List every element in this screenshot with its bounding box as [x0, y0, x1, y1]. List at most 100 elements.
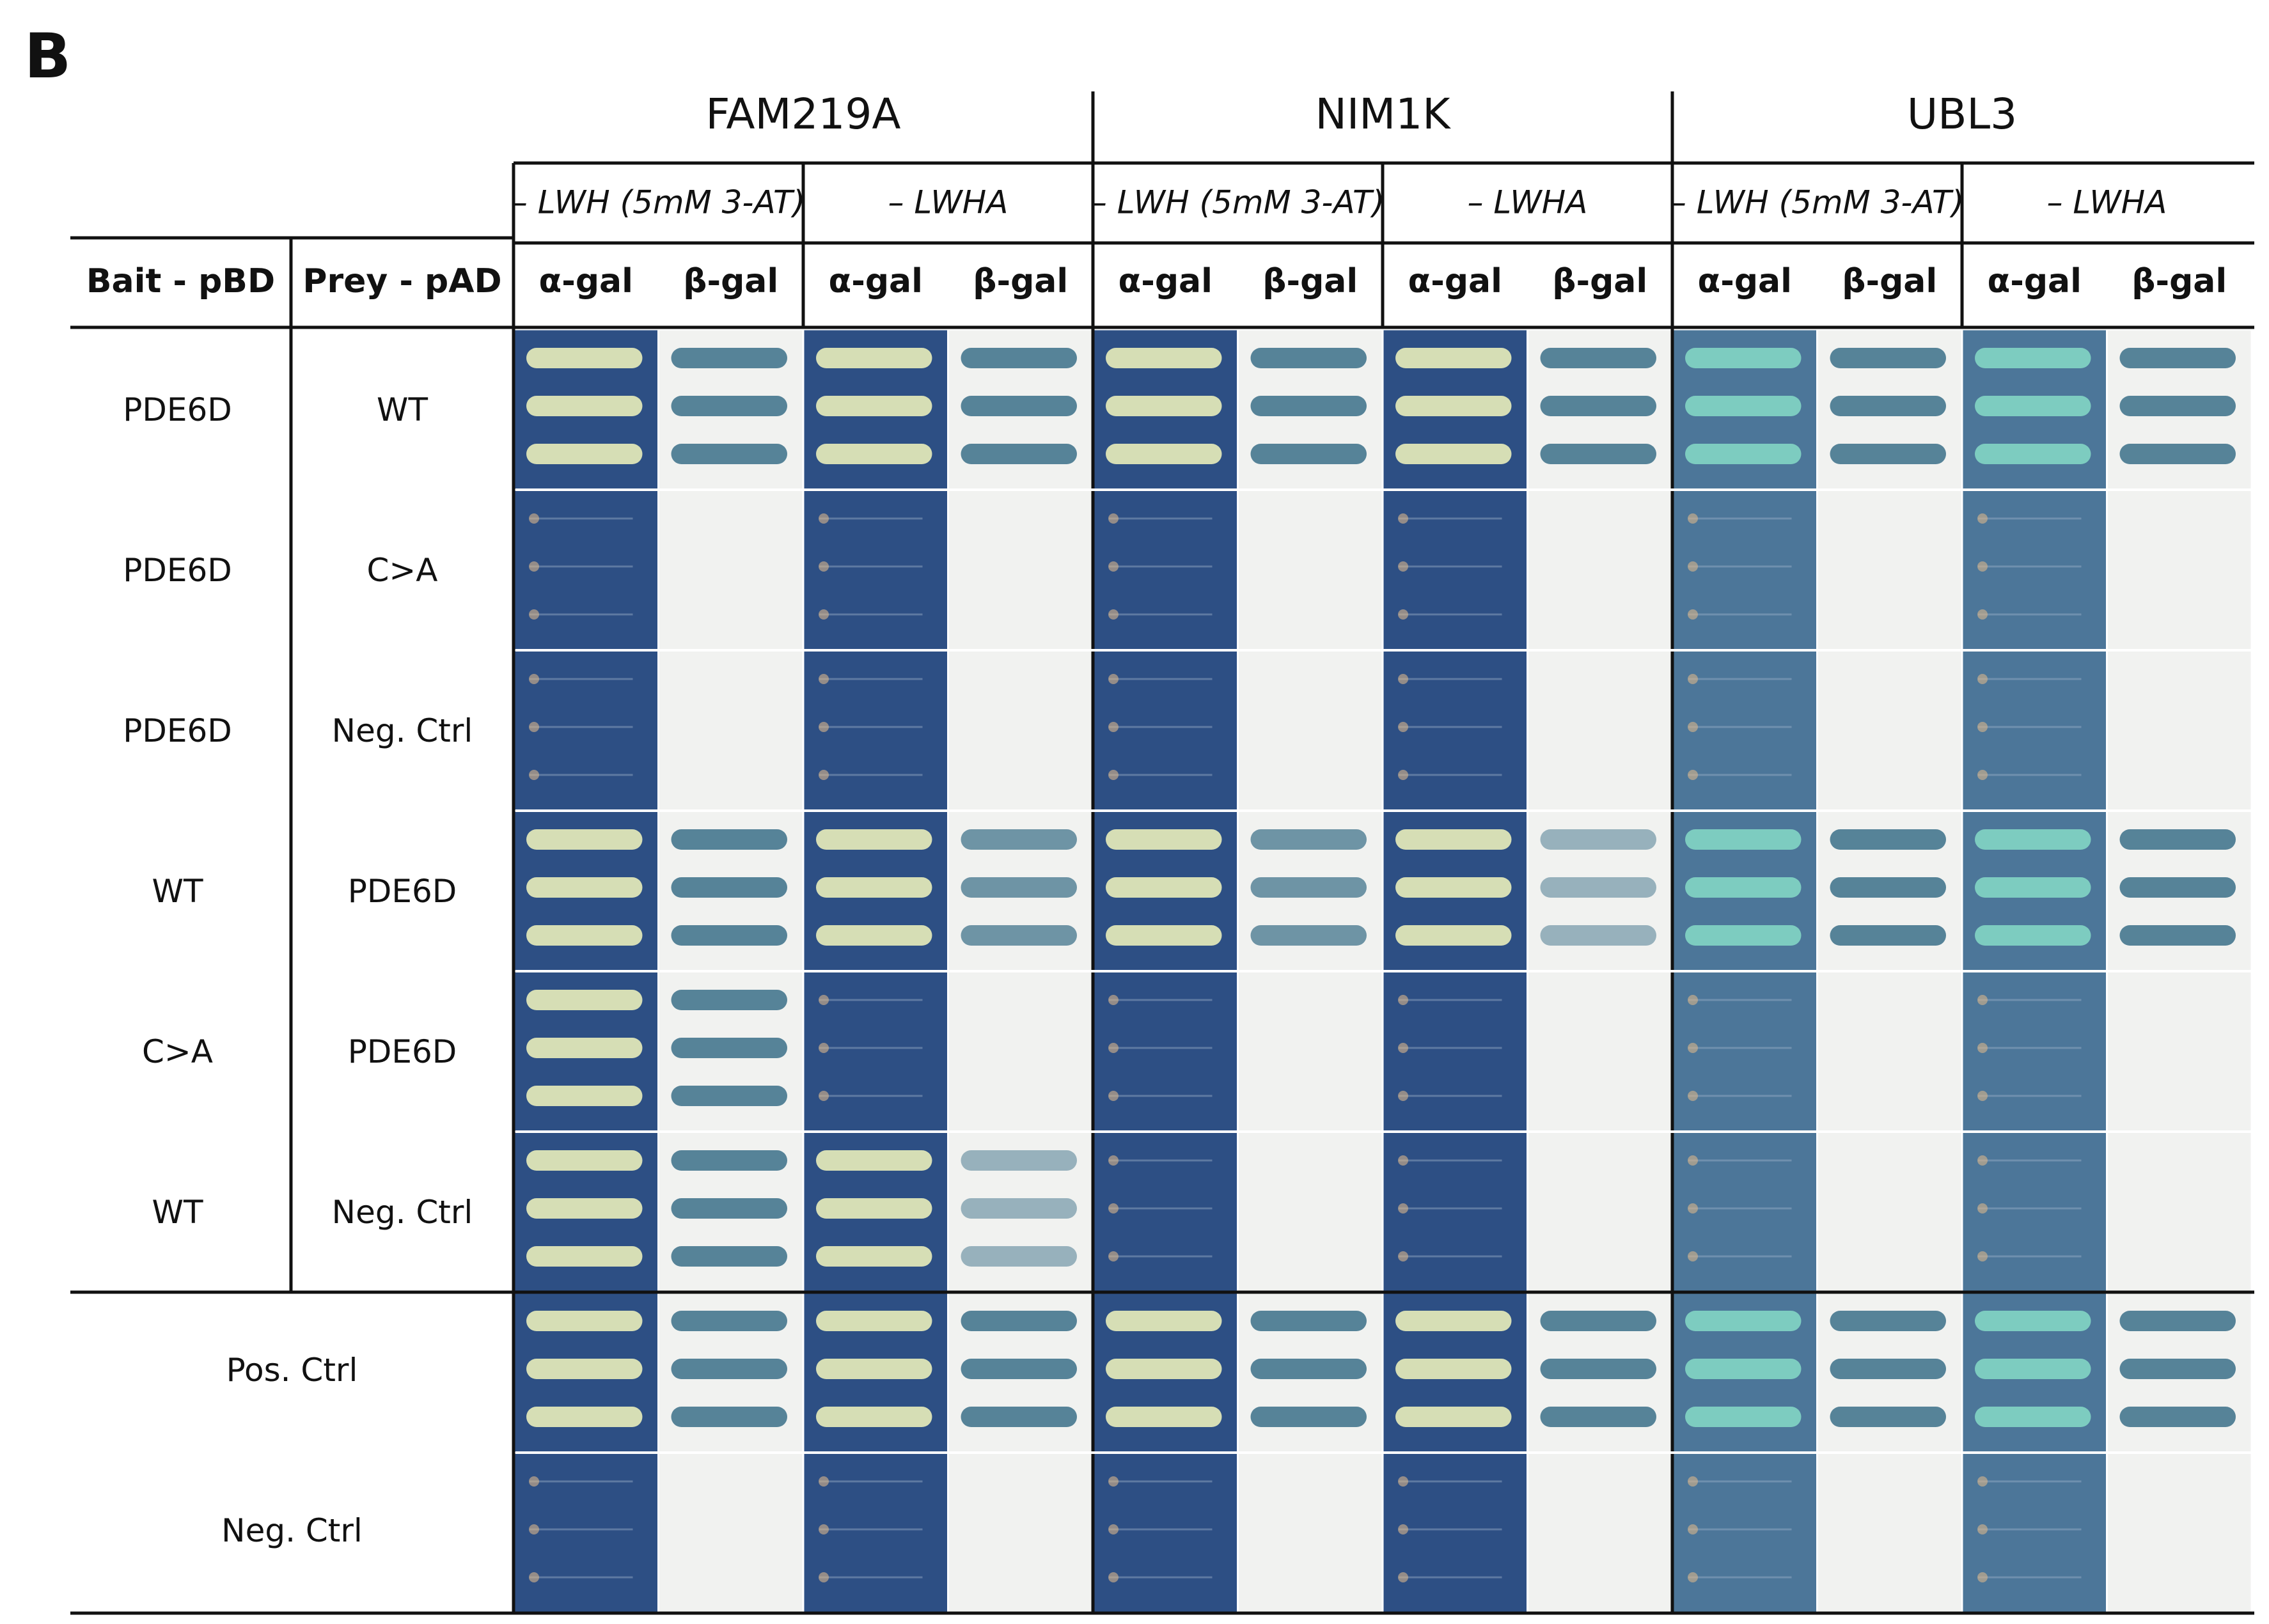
- residual-colony: [1108, 561, 1119, 572]
- beta-gal-membrane: [949, 972, 1092, 1131]
- residual-colony: [1688, 609, 1698, 620]
- colony-streak: [1685, 925, 1802, 946]
- colony-streak: [816, 348, 932, 368]
- colony-streak: [1975, 396, 2091, 416]
- colony-streak: [816, 829, 932, 850]
- colony-streak: [526, 1246, 643, 1267]
- colony-streak: [1975, 1407, 2091, 1427]
- residual-colony: [1398, 1251, 1408, 1261]
- colony-streak: [1685, 877, 1802, 898]
- residual-colony: [1977, 1476, 1988, 1487]
- colony-streak: [526, 1407, 643, 1427]
- residual-colony: [1398, 609, 1408, 620]
- residual-colony: [1398, 674, 1408, 684]
- bait-row-label: WT: [152, 873, 203, 910]
- prey-row-label: WT: [377, 391, 428, 428]
- colony-streak: [1250, 925, 1367, 946]
- colony-streak: [1830, 925, 1946, 946]
- colony-streak: [1540, 925, 1656, 946]
- gene-label-fam219a: FAM219A: [705, 90, 900, 139]
- colony-streak: [671, 877, 787, 898]
- beta-gal-membrane: [1818, 972, 1961, 1131]
- beta-gal-membrane: [1239, 972, 1382, 1131]
- residual-colony: [819, 513, 829, 524]
- prey-row-label: Neg. Ctrl: [332, 712, 473, 749]
- assay-label: β-gal: [1842, 262, 1937, 301]
- colony-streak: [526, 396, 643, 416]
- residual-colony: [529, 770, 539, 780]
- colony-streak: [961, 396, 1077, 416]
- condition-label: – LWHA: [1468, 184, 1588, 221]
- residual-colony: [819, 561, 829, 572]
- residual-colony: [1977, 1155, 1988, 1166]
- colony-streak: [961, 1198, 1077, 1219]
- residual-colony: [1108, 513, 1119, 524]
- residual-colony: [1398, 995, 1408, 1005]
- assay-label: β-gal: [683, 262, 778, 301]
- colony-streak: [1830, 396, 1946, 416]
- residual-colony: [529, 1476, 539, 1487]
- residual-colony: [1688, 1155, 1698, 1166]
- colony-streak: [816, 444, 932, 464]
- colony-streak: [961, 1407, 1077, 1427]
- residual-colony: [1977, 770, 1988, 780]
- colony-streak: [1540, 1359, 1656, 1379]
- colony-streak: [816, 1359, 932, 1379]
- beta-gal-membrane: [1528, 1132, 1672, 1292]
- residual-colony: [1398, 1572, 1408, 1582]
- colony-streak: [1395, 444, 1512, 464]
- residual-colony: [1977, 1091, 1988, 1101]
- residual-colony: [1688, 561, 1698, 572]
- residual-colony: [1977, 1524, 1988, 1534]
- residual-colony: [1398, 1524, 1408, 1534]
- colony-streak: [2119, 348, 2236, 368]
- residual-colony: [1398, 1043, 1408, 1053]
- beta-gal-membrane: [1818, 651, 1961, 810]
- residual-colony: [1977, 674, 1988, 684]
- beta-gal-membrane: [2108, 1132, 2251, 1292]
- residual-colony: [1688, 1476, 1698, 1487]
- colony-streak: [671, 1150, 787, 1171]
- assay-label: α-gal: [1119, 262, 1213, 301]
- colony-streak: [1975, 348, 2091, 368]
- residual-colony: [1977, 995, 1988, 1005]
- condition-label: – LWH (5mM 3-AT): [1670, 184, 1964, 221]
- residual-colony: [1108, 1091, 1119, 1101]
- colony-streak: [671, 1198, 787, 1219]
- colony-streak: [1250, 829, 1367, 850]
- beta-gal-membrane: [2108, 651, 2251, 810]
- colony-streak: [1250, 396, 1367, 416]
- colony-streak: [961, 1246, 1077, 1267]
- colony-streak: [1975, 925, 2091, 946]
- colony-streak: [526, 829, 643, 850]
- condition-label: – LWHA: [888, 184, 1009, 221]
- assay-label: α-gal: [1408, 262, 1502, 301]
- condition-label: – LWHA: [2047, 184, 2167, 221]
- colony-streak: [1540, 444, 1656, 464]
- colony-streak: [671, 1086, 787, 1106]
- colony-streak: [1106, 877, 1222, 898]
- residual-colony: [819, 1572, 829, 1582]
- beta-gal-membrane: [949, 651, 1092, 810]
- colony-streak: [526, 877, 643, 898]
- residual-colony: [529, 513, 539, 524]
- residual-colony: [1977, 1251, 1988, 1261]
- colony-streak: [1975, 444, 2091, 464]
- colony-streak: [816, 1246, 932, 1267]
- colony-streak: [671, 348, 787, 368]
- residual-colony: [1108, 674, 1119, 684]
- residual-colony: [819, 722, 829, 732]
- residual-colony: [1688, 1251, 1698, 1261]
- colony-streak: [671, 1311, 787, 1331]
- colony-streak: [1395, 1359, 1512, 1379]
- assay-label: α-gal: [1698, 262, 1792, 301]
- bait-row-label: WT: [152, 1194, 203, 1231]
- colony-streak: [1106, 925, 1222, 946]
- colony-streak: [1395, 925, 1512, 946]
- colony-streak: [1830, 348, 1946, 368]
- residual-colony: [529, 674, 539, 684]
- beta-gal-membrane: [1528, 1453, 1672, 1612]
- beta-gal-membrane: [1818, 1132, 1961, 1292]
- prey-row-label: PDE6D: [348, 1033, 457, 1070]
- beta-gal-membrane: [949, 1453, 1092, 1612]
